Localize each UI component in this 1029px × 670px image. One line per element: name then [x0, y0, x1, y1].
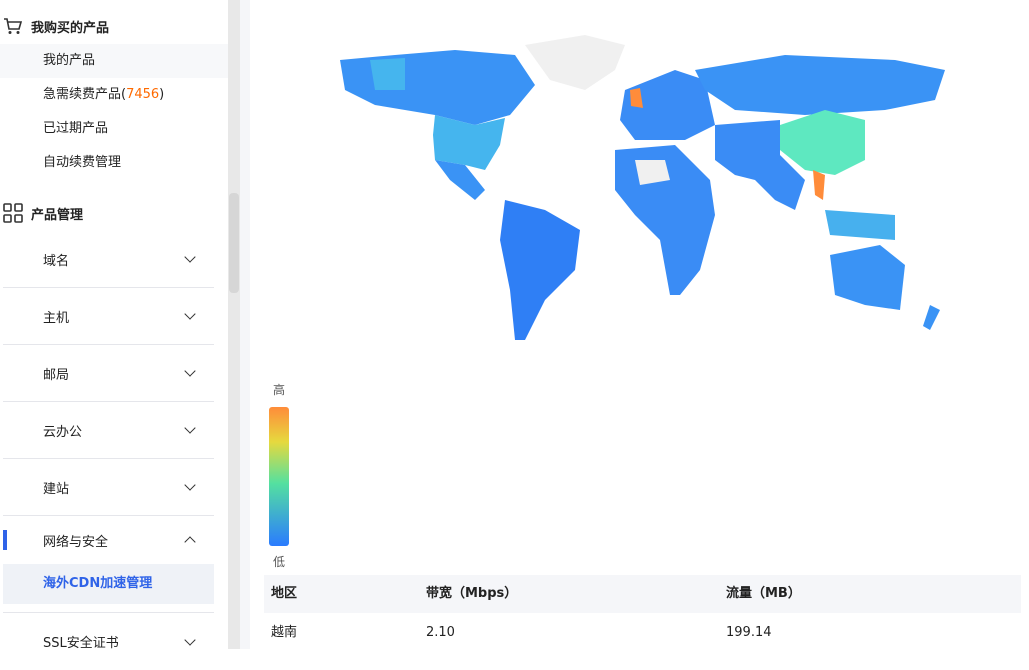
sidebar-item-auto-renew[interactable]: 自动续费管理 — [43, 155, 122, 170]
label: SSL安全证书 — [43, 636, 119, 651]
legend-low-label: 低 — [273, 555, 286, 569]
sidebar-group-network-security[interactable]: 网络与安全 — [3, 516, 214, 564]
legend-high-label: 高 — [273, 383, 286, 397]
region-se-asia[interactable] — [825, 210, 895, 240]
label: 域名 — [43, 253, 70, 269]
label: 云办公 — [43, 424, 83, 440]
region-china[interactable] — [780, 110, 865, 175]
chevron-down-icon — [184, 479, 196, 491]
header-region: 地区 — [271, 586, 298, 601]
renewal-count: 7456 — [126, 87, 160, 102]
region-sahara[interactable] — [635, 160, 670, 185]
divider — [3, 612, 214, 613]
sidebar-group-site[interactable]: 建站 — [3, 459, 214, 516]
chevron-down-icon — [184, 365, 196, 377]
section-purchased: 我购买的产品 — [0, 9, 109, 43]
chevron-up-icon — [184, 536, 196, 548]
active-indicator — [3, 530, 7, 550]
region-canada[interactable] — [340, 50, 535, 125]
chevron-down-icon — [184, 633, 196, 646]
sidebar-group-cloud-office[interactable]: 云办公 — [3, 402, 214, 459]
scrollbar-thumb[interactable] — [229, 193, 239, 293]
region-south-america[interactable] — [500, 200, 580, 340]
label: 建站 — [43, 481, 70, 497]
world-map[interactable] — [335, 30, 950, 350]
label: 网络与安全 — [43, 534, 109, 550]
grid-icon — [3, 203, 23, 223]
sidebar-group-mail[interactable]: 邮局 — [3, 345, 214, 402]
region-mexico[interactable] — [435, 160, 485, 200]
table-header: 地区 带宽（Mbps） 流量（MB） — [264, 575, 1021, 613]
legend-gradient-bar[interactable] — [269, 407, 289, 546]
chevron-down-icon — [184, 422, 196, 434]
table-row: 越南 2.10 199.14 — [264, 614, 1021, 652]
chevron-down-icon — [184, 251, 196, 263]
sidebar-item-expired[interactable]: 已过期产品 — [43, 121, 109, 136]
region-vietnam[interactable] — [813, 170, 825, 200]
scrollbar[interactable] — [228, 0, 240, 649]
chevron-down-icon — [184, 308, 196, 320]
sidebar-group-ssl[interactable]: SSL安全证书 — [3, 613, 214, 670]
label: 急需续费产品( — [43, 87, 127, 102]
region-europe[interactable] — [620, 70, 715, 140]
label: 主机 — [43, 310, 70, 326]
cell-region: 越南 — [271, 625, 298, 640]
region-australia[interactable] — [830, 245, 905, 310]
region-greenland[interactable] — [525, 35, 625, 90]
section-management: 产品管理 — [0, 196, 83, 230]
sidebar-item-my-products[interactable]: 我的产品 — [0, 44, 228, 78]
region-new-zealand[interactable] — [923, 305, 940, 330]
cell-bandwidth: 2.10 — [426, 625, 455, 640]
label: 邮局 — [43, 367, 70, 383]
cell-traffic: 199.14 — [726, 625, 772, 640]
sidebar: 我购买的产品 我的产品 急需续费产品(7456) 已过期产品 自动续费管理 产品… — [0, 0, 228, 651]
content-gutter — [240, 0, 250, 649]
header-traffic: 流量（MB） — [726, 586, 801, 601]
section-title: 我购买的产品 — [31, 20, 110, 36]
section-title: 产品管理 — [31, 207, 84, 223]
sidebar-group-domain[interactable]: 域名 — [3, 231, 214, 288]
region-alaska[interactable] — [370, 58, 405, 90]
sidebar-group-host[interactable]: 主机 — [3, 288, 214, 345]
region-usa[interactable] — [433, 115, 505, 170]
region-asia[interactable] — [715, 120, 805, 210]
cart-icon — [4, 18, 23, 34]
header-bandwidth: 带宽（Mbps） — [426, 586, 518, 601]
region-russia[interactable] — [695, 55, 945, 115]
sidebar-item-cdn[interactable]: 海外CDN加速管理 — [3, 564, 214, 604]
suffix: ) — [159, 87, 165, 102]
region-uk[interactable] — [630, 88, 643, 108]
sidebar-item-renewal[interactable]: 急需续费产品(7456) — [0, 78, 228, 112]
